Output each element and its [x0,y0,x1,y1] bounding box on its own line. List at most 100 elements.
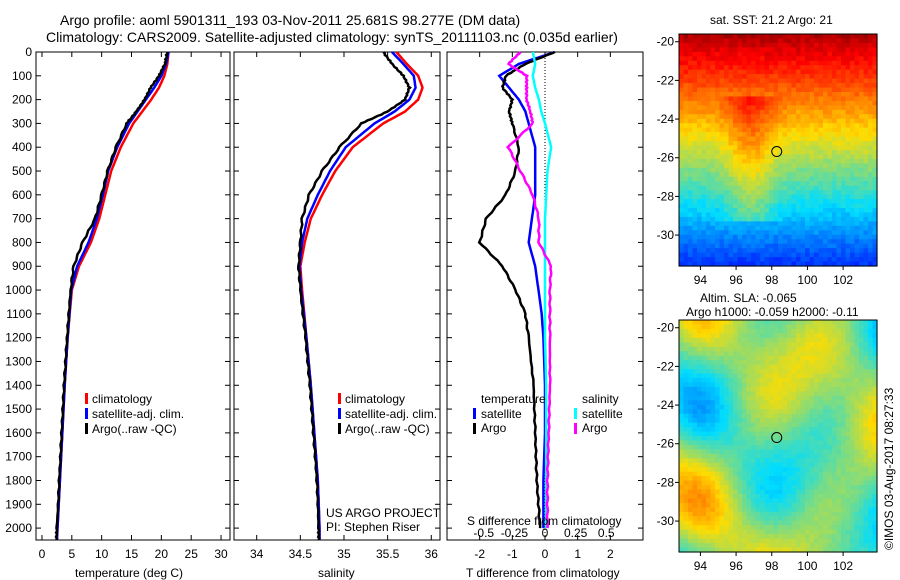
map-cell [836,216,842,222]
map-cell [854,422,860,428]
map-cell [796,123,802,129]
map-cell [769,413,775,419]
map-cell [809,257,815,263]
map-cell [818,337,824,343]
map-cell [715,543,721,549]
map-cell [872,525,878,531]
map-cell [769,364,775,370]
map-cell [692,413,698,419]
map-cell [796,65,802,71]
map-cell [760,118,766,124]
map-cell [764,158,770,164]
map-cell [863,92,869,98]
map-cell [679,337,685,343]
map-cell [778,154,784,160]
map-cell [719,369,725,375]
map-cell [683,114,689,120]
map-cell [868,328,874,334]
map-cell [737,105,743,111]
map-cell [715,373,721,379]
map-cell [688,114,694,120]
map-cell [836,230,842,236]
map-cell [679,225,685,231]
map-cell [773,333,779,339]
map-cell [764,480,770,486]
map-cell [836,538,842,544]
map-cell [742,145,748,151]
map-cell [742,427,748,433]
map-cell [850,467,856,473]
map-cell [814,351,820,357]
map-cell [746,239,752,245]
map-cell [832,485,838,491]
map-cell [778,47,784,53]
map-cell [809,141,815,147]
map-cell [796,337,802,343]
map-cell [724,87,730,93]
map-cell [755,221,761,227]
map-cell [733,427,739,433]
map-cell [787,485,793,491]
map-cell [863,225,869,231]
map-cell [796,181,802,187]
map-cell [814,114,820,120]
map-cell [692,141,698,147]
map-cell [809,436,815,442]
map-cell [764,547,770,553]
map-cell [755,199,761,205]
map-cell [814,243,820,249]
map-cell [773,248,779,254]
map-cell [778,364,784,370]
map-cell [841,176,847,182]
map-cell [868,92,874,98]
map-cell [733,355,739,361]
map-cell [827,132,833,138]
map-cell [823,404,829,410]
map-cell [872,194,878,200]
map-cell [778,462,784,468]
map-cell [751,320,757,326]
map-cell [796,38,802,44]
map-cell [728,105,734,111]
map-cell [854,38,860,44]
map-cell [796,409,802,415]
map-cell [841,543,847,549]
map-cell [706,404,712,410]
lon-tick-label: 96 [729,273,743,287]
map-cell [688,525,694,531]
map-cell [701,150,707,156]
map-cell [724,538,730,544]
map-cell [782,56,788,62]
map-cell [683,172,689,178]
map-cell [796,507,802,513]
map-cell [782,360,788,366]
map-cell [751,538,757,544]
map-cell [809,373,815,379]
map-cell [863,34,869,40]
y-tick-label: 1700 [5,450,32,464]
map-cell [814,360,820,366]
map-cell [827,208,833,214]
map-cell [755,47,761,53]
map-cell [841,534,847,540]
map-cell [872,230,878,236]
map-cell [827,382,833,388]
map-cell [863,404,869,410]
map-cell [791,547,797,553]
map-cell [679,87,685,93]
map-cell [728,525,734,531]
map-cell [683,324,689,330]
map-cell [809,494,815,500]
map-cell [805,543,811,549]
map-cell [823,65,829,71]
map-cell [701,239,707,245]
map-cell [683,400,689,406]
map-cell [769,176,775,182]
map-cell [697,56,703,62]
map-cell [719,378,725,384]
map-cell [719,78,725,84]
map-cell [814,208,820,214]
map-cell [791,145,797,151]
map-cell [832,176,838,182]
map-cell [850,132,856,138]
